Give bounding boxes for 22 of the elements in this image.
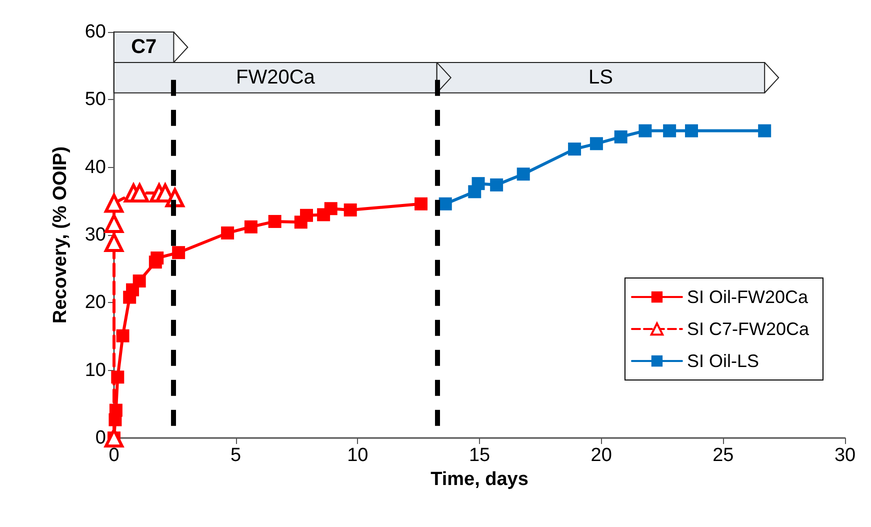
y-tick-label: 20 [84,292,106,314]
y-tick-label: 60 [84,22,106,42]
legend-label: SI Oil-LS [686,351,760,371]
band-label: FW20Ca [236,66,316,89]
y-tick-label: 10 [84,360,106,381]
x-tick-label: 25 [712,445,734,466]
x-tick-label: 20 [590,445,612,466]
y-tick-label: 50 [84,89,106,110]
x-axis-title: Time, days [430,468,528,490]
y-tick-label: 0 [95,428,106,448]
x-tick-label: 10 [347,445,368,466]
x-tick-label: 15 [468,445,490,466]
y-tick-label: 40 [84,156,106,178]
x-tick-label: 30 [834,445,856,466]
band-label: C7 [131,36,157,58]
y-axis-title: Recovery, (% OOIP) [50,146,71,324]
x-tick-label: 5 [230,445,242,466]
y-tick-label: 30 [84,224,106,246]
legend-label: SI Oil-FW20Ca [686,287,809,307]
band-label: LS [588,66,613,89]
legend-label: SI C7-FW20Ca [686,319,810,339]
x-tick-label: 0 [108,445,120,466]
